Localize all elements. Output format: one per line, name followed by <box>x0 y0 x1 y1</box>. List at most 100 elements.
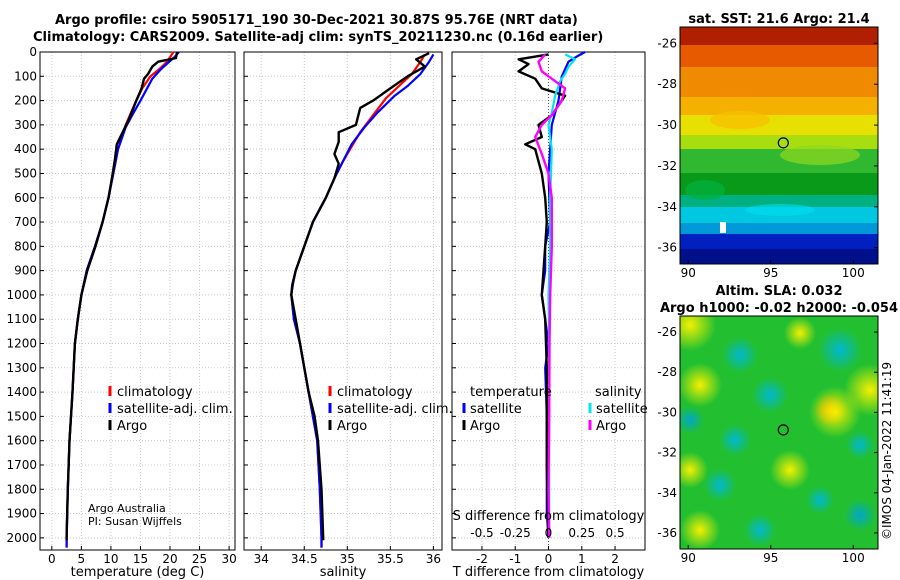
s-tick-label: 0 <box>545 526 553 540</box>
difference-panel: -2 -1 0 1 2T difference from climatology S di… <box>451 51 648 580</box>
x-tick-label: 20 <box>162 552 177 566</box>
y-tick-label: 900 <box>14 264 37 278</box>
x-tick-label: 0 <box>48 552 56 566</box>
map-y-tick-label: -26 <box>657 36 677 50</box>
axes-frame <box>243 51 443 551</box>
y-tick-label: 800 <box>14 239 37 253</box>
legend-label: satellite-adj. clim. <box>337 402 453 417</box>
map-y-tick-label: -32 <box>657 446 677 460</box>
map-y-tick-label: -30 <box>657 118 677 132</box>
sla-map-panel: 90 95 100 -26 -28 -30 -32 -34 -36 <box>657 315 879 565</box>
axes-frame <box>39 51 236 551</box>
institution-label: Argo Australia <box>88 502 166 515</box>
x-tick-label: 0 <box>545 552 553 566</box>
y-tick-label: 0 <box>29 45 37 59</box>
x-tick-label: 35.5 <box>377 552 404 566</box>
x-tick-label: 35 <box>340 552 355 566</box>
map-y-tick-label: -34 <box>657 486 677 500</box>
x-tick-label: 2 <box>611 552 619 566</box>
sla-field <box>680 316 878 549</box>
series-line-satellite-adj-clim- <box>65 51 180 548</box>
salinity-panel: 34 34.5 35 35.5 36 salinity climatology satelli… <box>243 51 453 580</box>
s-axis-label: S difference from climatology <box>453 509 645 524</box>
series-line-temperature-argo <box>517 53 567 538</box>
x-axis-label: T difference from climatology <box>452 565 645 580</box>
map-y-tick-label: -26 <box>657 325 677 339</box>
s-tick-label: -0.25 <box>500 526 531 540</box>
legend-label: Argo <box>470 419 500 434</box>
sst-axes: 90 95 100 -26 -28 -30 -32 -34 -36 <box>657 36 878 280</box>
map-x-tick-label: 95 <box>763 266 778 280</box>
x-axis-label: salinity <box>320 565 367 580</box>
legend-label: Argo <box>596 419 626 434</box>
y-tick-label: 300 <box>14 118 37 132</box>
x-tick-label: 34 <box>254 552 269 566</box>
legend-label: Argo <box>337 419 367 434</box>
y-tick-label: 1300 <box>6 361 37 375</box>
figure-title-line1: Argo profile: csiro 5905171_190 30-Dec-2… <box>55 13 578 28</box>
y-tick-label: 1500 <box>6 409 37 423</box>
pi-label: PI: Susan Wijffels <box>88 515 182 528</box>
series-line-climatology <box>65 51 175 548</box>
legend-label: Argo <box>117 419 147 434</box>
s-tick-label: -0.5 <box>470 526 493 540</box>
sla-argo-marker <box>777 424 789 436</box>
map-x-tick-label: 95 <box>763 551 778 565</box>
legend-label: satellite <box>596 402 648 417</box>
y-tick-label: 1900 <box>6 507 37 521</box>
copyright-credit: ©IMOS 04-Jan-2022 11:41:19 <box>880 361 894 540</box>
series-line-salinity-argo <box>534 53 567 538</box>
sst-map-title: sat. SST: 21.6 Argo: 21.4 <box>688 12 869 27</box>
y-tick-label: 100 <box>14 69 37 83</box>
map-y-tick-label: -32 <box>657 159 677 173</box>
y-tick-label: 600 <box>14 191 37 205</box>
series-line-argo <box>65 51 179 541</box>
map-x-tick-label: 100 <box>842 551 865 565</box>
x-tick-label: -1 <box>509 552 521 566</box>
y-tick-label: 2000 <box>6 531 37 545</box>
map-y-tick-label: -28 <box>657 77 677 91</box>
x-tick-label: -2 <box>476 552 488 566</box>
figure-title-line2: Climatology: CARS2009. Satellite-adj cli… <box>33 30 604 45</box>
y-tick-label: 500 <box>14 166 37 180</box>
x-tick-label: 5 <box>78 552 86 566</box>
map-x-tick-label: 100 <box>842 266 865 280</box>
x-tick-label: 36 <box>426 552 441 566</box>
y-tick-label: 1200 <box>6 337 37 351</box>
legend-label: climatology <box>337 385 413 400</box>
map-x-tick-label: 90 <box>681 266 696 280</box>
y-tick-label: 1100 <box>6 312 37 326</box>
x-tick-label: 10 <box>103 552 118 566</box>
series-line-satellite-adj-clim- <box>290 53 435 548</box>
y-tick-label: 1400 <box>6 385 37 399</box>
y-tick-label: 700 <box>14 215 37 229</box>
y-tick-label: 400 <box>14 142 37 156</box>
legend-group-salinity: salinity <box>595 385 642 400</box>
map-y-tick-label: -36 <box>657 241 677 255</box>
legend-label: satellite <box>470 402 522 417</box>
sst-argo-marker <box>777 137 789 149</box>
map-y-tick-label: -28 <box>657 365 677 379</box>
y-tick-label: 1000 <box>6 288 37 302</box>
series-line-argo <box>290 52 430 541</box>
legend-group-temperature: temperature <box>470 385 552 400</box>
sla-map-title-line2: Argo h1000: -0.02 h2000: -0.054 <box>660 301 898 316</box>
x-tick-label: 1 <box>578 552 586 566</box>
y-tick-label: 1800 <box>6 482 37 496</box>
legend-label: satellite-adj. clim. <box>117 402 233 417</box>
x-tick-label: 34.5 <box>291 552 318 566</box>
series-line-climatology <box>290 53 426 548</box>
s-tick-label: 0.25 <box>568 526 595 540</box>
x-axis-label: temperature (deg C) <box>71 565 205 580</box>
y-tick-label: 200 <box>14 94 37 108</box>
x-tick-label: 15 <box>133 552 148 566</box>
s-tick-label: 0.5 <box>606 526 625 540</box>
sla-axes: 90 95 100 -26 -28 -30 -32 -34 -36 <box>657 325 878 565</box>
legend-label: climatology <box>117 385 193 400</box>
sla-map-title-line1: Altim. SLA: 0.032 <box>716 284 843 299</box>
temperature-panel: 0 5 10 15 20 25 30 temperature (deg C) 0 100 200 30… <box>6 45 236 580</box>
x-tick-label: 25 <box>192 552 207 566</box>
x-tick-label: 30 <box>221 552 236 566</box>
y-tick-label: 1600 <box>6 434 37 448</box>
